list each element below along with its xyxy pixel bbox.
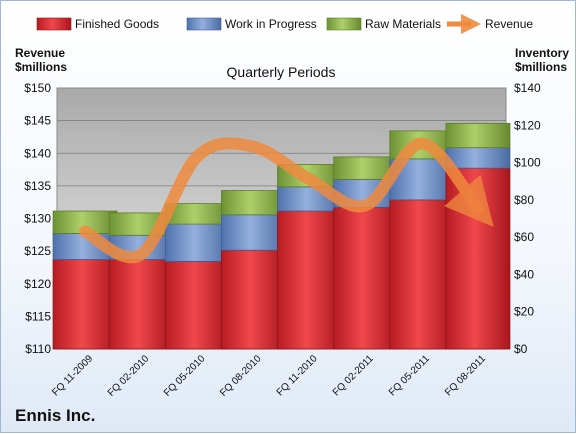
bar-finished-goods	[333, 206, 399, 350]
right-tick-label: $100	[514, 156, 541, 170]
x-axis-ticks: FQ 11-2009 FQ 02-2010 FQ 05-2010 FQ 08-2010…	[50, 353, 488, 399]
x-tick-label: FQ 05-2010	[162, 353, 208, 399]
bar-finished-goods	[277, 210, 342, 350]
right-tick-label: $0	[514, 342, 528, 356]
x-tick-label: FQ 08-2011	[443, 353, 488, 398]
stacked-bars	[52, 123, 511, 350]
legend-swatch-finished-goods	[36, 17, 72, 31]
right-tick-label: $40	[514, 267, 534, 281]
bar-raw-materials	[445, 123, 511, 149]
revenue-line	[79, 137, 494, 264]
bar-finished-goods	[52, 259, 118, 350]
left-tick-label: $145	[24, 114, 51, 128]
bar-finished-goods	[164, 260, 230, 350]
left-axis-label-line1: Revenue	[15, 46, 65, 60]
right-tick-label: $80	[514, 193, 534, 207]
bar-work-in-progress	[221, 214, 286, 251]
x-tick-label: FQ 02-2010	[106, 353, 152, 399]
legend: Finished Goods Work in Progress Raw Mate…	[36, 14, 533, 34]
left-tick-label: $120	[24, 277, 51, 291]
bar-finished-goods	[445, 167, 511, 350]
right-tick-label: $60	[514, 230, 534, 244]
bar-finished-goods	[389, 199, 455, 350]
bar-finished-goods	[108, 259, 174, 350]
left-tick-label: $125	[24, 244, 51, 258]
legend-label-work-in-progress: Work in Progress	[225, 17, 317, 31]
left-tick-label: $150	[24, 81, 51, 95]
bar-raw-materials	[221, 190, 286, 216]
chart-title: Quarterly Periods	[227, 64, 336, 80]
x-tick-label: FQ 11-2010	[275, 353, 320, 398]
bar-work-in-progress	[164, 223, 230, 262]
x-tick-label: FQ 08-2010	[218, 353, 264, 399]
bar-finished-goods	[221, 249, 286, 350]
legend-label-revenue: Revenue	[485, 17, 533, 31]
legend-label-finished-goods: Finished Goods	[75, 17, 159, 31]
left-tick-label: $140	[24, 146, 51, 160]
x-tick-label: FQ 02-2011	[331, 353, 376, 398]
left-axis-ticks: $110 $115 $120 $125 $130 $135 $140 $145 $150	[24, 81, 51, 356]
legend-label-raw-materials: Raw Materials	[365, 17, 441, 31]
left-tick-label: $130	[24, 212, 51, 226]
x-tick-label: FQ 05-2011	[387, 353, 432, 398]
x-tick-label: FQ 11-2009	[50, 353, 95, 398]
legend-swatch-work-in-progress	[186, 17, 222, 31]
right-tick-label: $20	[514, 305, 534, 319]
revenue-line-path	[79, 137, 494, 264]
right-axis-ticks: $0 $20 $40 $60 $80 $100 $120 $140	[514, 81, 541, 356]
left-tick-label: $115	[25, 309, 51, 323]
company-name: Ennis Inc.	[15, 406, 96, 425]
left-tick-label: $135	[24, 179, 51, 193]
right-axis-label-line1: Inventory	[515, 46, 569, 60]
left-axis-label-line2: $millions	[15, 60, 67, 74]
right-axis-label-line2: $millions	[515, 60, 567, 74]
left-tick-label: $110	[25, 342, 51, 356]
right-tick-label: $120	[514, 118, 541, 132]
legend-swatch-raw-materials	[326, 17, 362, 31]
right-tick-label: $140	[514, 81, 541, 95]
